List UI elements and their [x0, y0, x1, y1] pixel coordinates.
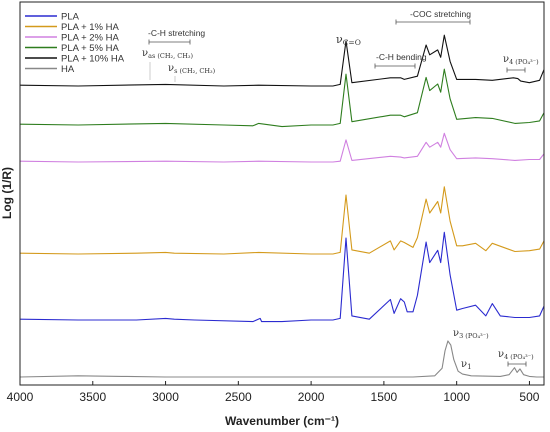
annotation-label: -C-H bending: [376, 52, 427, 62]
annotation-label: ν1: [461, 359, 472, 371]
x-axis-ticks: 4000 3500 3000 2500 2000 1500 1000 500: [7, 381, 540, 404]
annotation-bracket: [507, 361, 527, 367]
annotation-bracket: [148, 39, 191, 45]
legend-label: PLA + 1% HA: [61, 22, 119, 33]
legend-label: PLA + 2% HA: [61, 33, 119, 44]
series-line-pla: [19, 231, 545, 323]
annotation-bracket: [395, 19, 471, 25]
annotation-label: ν4 (PO₄³⁻): [503, 54, 539, 66]
series-line-pla-10-ha: [19, 34, 545, 87]
y-axis-title: Log (1/R): [0, 167, 14, 219]
plot-frame: [19, 1, 545, 386]
annotation-bracket: [374, 63, 416, 69]
x-tick-label: 1500: [371, 390, 398, 404]
x-tick-label: 3000: [152, 390, 179, 404]
x-tick-label: 2000: [298, 390, 325, 404]
x-axis-title: Wavenumber (cm⁻¹): [225, 414, 339, 428]
annotation-label: ν4 (PO₄³⁻): [498, 349, 534, 361]
annotation-label: -COC stretching: [410, 9, 471, 19]
x-tick-label: 3500: [79, 390, 106, 404]
annotation-label: νs (CH₂, CH₃): [168, 63, 216, 75]
series-line-pla-5-ha: [19, 68, 545, 128]
series-line-pla-1-ha: [19, 186, 545, 255]
legend-label: PLA + 10% HA: [61, 54, 125, 65]
legend-label: PLA: [61, 12, 80, 23]
series-line-pla-2-ha: [19, 132, 545, 163]
x-tick-label: 500: [519, 390, 539, 404]
x-tick-label: 4000: [7, 390, 34, 404]
annotation-label: νas (CH₂, CH₃): [142, 48, 194, 60]
legend-label: PLA + 5% HA: [61, 43, 119, 54]
spectra-layer: [19, 34, 545, 378]
annotation-label: -C-H stretching: [148, 28, 205, 38]
annotation-bracket: [506, 67, 526, 73]
x-tick-label: 2500: [225, 390, 252, 404]
x-tick-label: 1000: [443, 390, 470, 404]
annotation-label: ν3 (PO₄³⁻): [453, 328, 489, 340]
annotation-label: νC=O: [336, 33, 361, 47]
series-line-ha: [19, 340, 544, 378]
annotation-layer: -C-H stretching νas (CH₂, CH₃) νs (CH₂, CH…: [142, 9, 539, 371]
legend-label: HA: [61, 64, 75, 75]
